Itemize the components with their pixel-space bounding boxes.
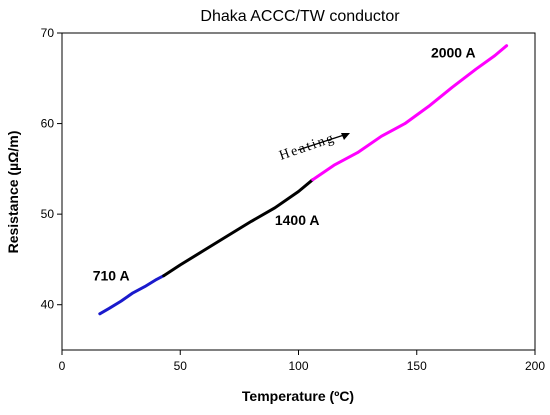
annotation-label: 1400 A	[275, 212, 320, 228]
y-tick-label: 70	[41, 26, 55, 40]
series-group	[98, 44, 509, 316]
series-line-710a	[98, 274, 166, 316]
x-axis-label: Temperature (ºC)	[242, 388, 354, 404]
annotation-label: 710 A	[93, 267, 130, 283]
x-tick-label: 200	[525, 359, 545, 373]
y-tick-label: 50	[41, 207, 55, 221]
x-axis-ticks: 0 50 100 150 200	[59, 350, 545, 373]
y-tick-label: 60	[41, 117, 55, 131]
heating-arrow-label: Heating	[277, 131, 337, 164]
heating-arrow-group: Heating	[277, 131, 350, 164]
annotation-label: 2000 A	[431, 44, 476, 60]
series-line-1400a	[162, 178, 315, 278]
y-axis-label: Resistance (µΩ/m)	[5, 131, 21, 254]
x-tick-label: 0	[59, 359, 66, 373]
annotation-group: 710 A 1400 A 2000 A	[93, 44, 476, 283]
chart-title: Dhaka ACCC/TW conductor	[200, 8, 400, 25]
x-tick-label: 100	[288, 359, 308, 373]
series-line-2000a	[311, 44, 509, 182]
x-tick-label: 150	[407, 359, 427, 373]
x-tick-label: 50	[174, 359, 188, 373]
heating-arrow-head	[341, 133, 350, 140]
y-axis-ticks: 40 50 60 70	[41, 26, 62, 312]
heating-arrow-line	[297, 134, 345, 151]
y-tick-label: 40	[41, 298, 55, 312]
